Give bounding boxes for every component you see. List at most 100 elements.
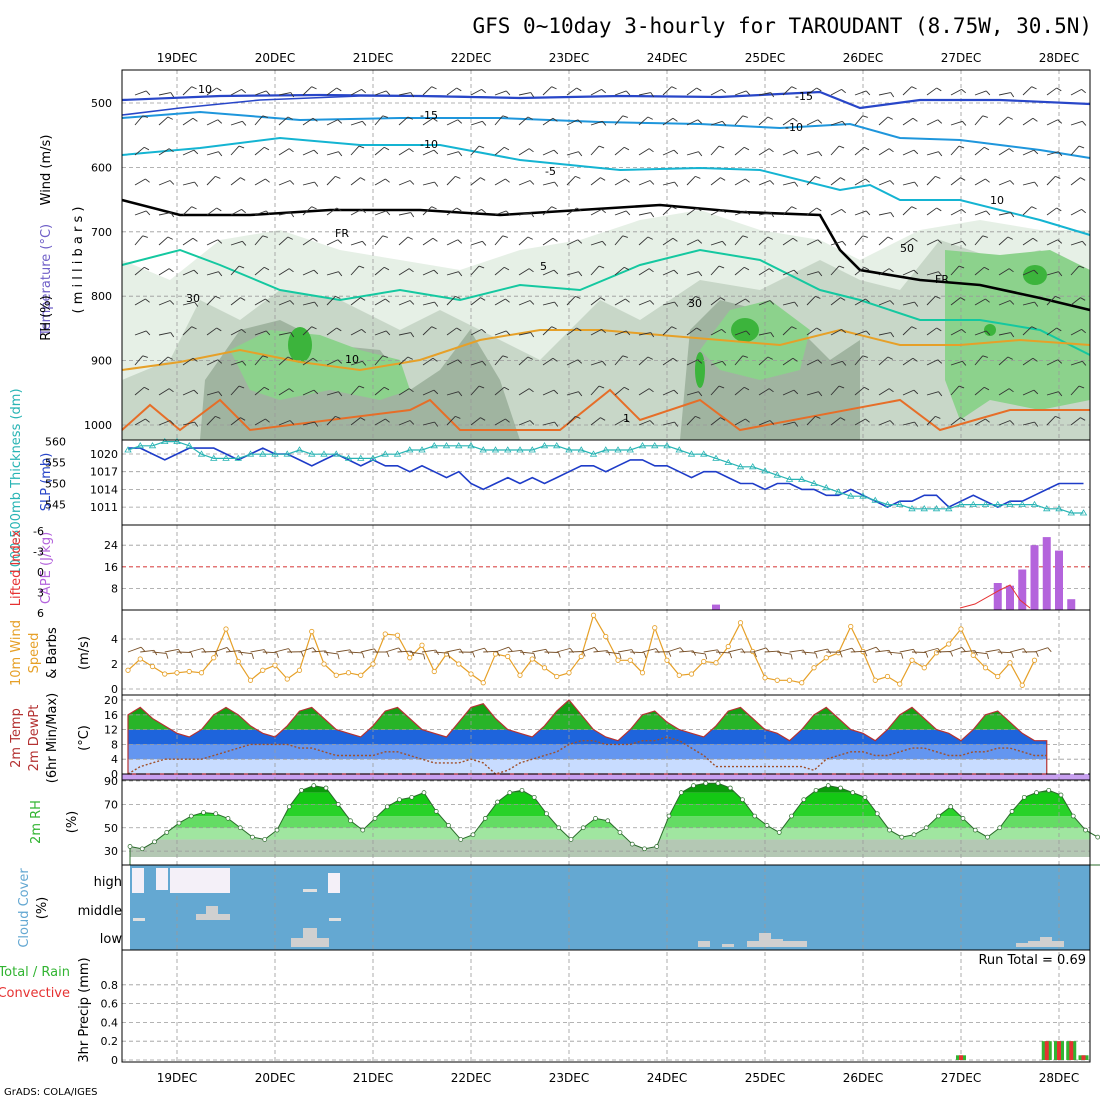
- contour-label: 5: [540, 260, 547, 273]
- wind-barb: [590, 360, 607, 366]
- cloud-background: [130, 865, 1090, 950]
- wind-barb: [1022, 389, 1039, 396]
- wind-barb: [158, 180, 175, 186]
- wind-barb: [950, 88, 966, 96]
- wind-barb: [158, 388, 174, 396]
- cloud-block: [698, 941, 710, 947]
- wind-barb: [1046, 87, 1062, 96]
- wind-barb: [973, 651, 989, 660]
- thickness-marker: [1079, 509, 1088, 516]
- wind-barb: [206, 151, 223, 157]
- thickness-marker: [859, 492, 867, 499]
- wind-barb: [590, 120, 607, 126]
- wind-barb: [350, 120, 367, 126]
- wind-barb: [950, 120, 967, 126]
- wind-barb: [998, 332, 1015, 338]
- wind-speed-marker: [566, 670, 572, 676]
- wind-barb: [878, 268, 894, 276]
- wind-barb: [806, 207, 822, 216]
- rh-marker: [323, 785, 329, 791]
- wind-barb: [374, 146, 390, 156]
- wind-barb: [581, 647, 599, 653]
- wind-barb: [710, 240, 727, 246]
- wind-barb: [686, 207, 702, 216]
- wind-barb: [446, 239, 463, 246]
- wind-barb: [806, 391, 823, 397]
- wind-barb: [638, 388, 654, 396]
- wind-barb: [158, 300, 175, 306]
- wind-barb: [998, 236, 1013, 246]
- wind-barb: [470, 417, 486, 426]
- wind-barb: [878, 332, 895, 338]
- wind-barb: [782, 237, 798, 246]
- wind-barb: [686, 295, 701, 306]
- rh-fill-green: [945, 250, 1090, 420]
- isotherm--10: [121, 110, 1091, 159]
- wind-barb: [206, 87, 222, 96]
- wind-barb: [758, 268, 774, 276]
- wind-barb: [782, 389, 799, 396]
- wind-barb: [974, 115, 988, 126]
- thickness-marker: [773, 471, 781, 478]
- thickness-marker: [1006, 500, 1014, 507]
- wind-barb: [374, 90, 391, 96]
- thickness-marker: [369, 454, 377, 461]
- wind-barb: [278, 268, 294, 276]
- wind-barb: [662, 301, 679, 307]
- wind-barb: [593, 650, 611, 656]
- wind-barb: [830, 328, 846, 336]
- panel-frame-slp: [121, 439, 1091, 526]
- rh-marker: [225, 816, 231, 821]
- temp-ytick-label: 16: [104, 709, 118, 722]
- wind-barb: [806, 151, 823, 157]
- wind-barb: [398, 116, 413, 126]
- thickness-marker: [577, 446, 585, 453]
- wind-speed-marker: [799, 680, 805, 686]
- wind-barb: [998, 148, 1014, 156]
- wind-barb: [542, 326, 557, 336]
- wind-barb: [686, 119, 703, 126]
- wind-barb: [630, 651, 647, 658]
- wind-barb: [854, 418, 870, 426]
- precip-ytick-label: 0.2: [101, 1035, 119, 1048]
- wind-ytick-label: 2: [111, 658, 118, 671]
- wind-barb: [710, 328, 726, 336]
- cape-ytick-right: 24: [104, 539, 118, 552]
- wind-barb: [1046, 271, 1063, 277]
- thickness-marker: [675, 446, 683, 453]
- thickness-marker: [418, 446, 426, 453]
- upper-ytick-label: 600: [91, 161, 112, 174]
- wind-barb: [350, 385, 365, 396]
- rh-marker: [740, 797, 745, 803]
- wind-barb: [974, 330, 991, 336]
- wind-barb: [686, 87, 702, 96]
- wind-barb: [686, 391, 703, 397]
- rh-marker: [715, 780, 721, 786]
- wind-barb: [326, 415, 341, 426]
- rh-marker: [201, 810, 206, 815]
- wind-speed-marker: [480, 680, 486, 686]
- wind-barb: [326, 151, 343, 157]
- rh-ylabel: 2m RH: [29, 800, 44, 844]
- wind-barb: [470, 297, 486, 306]
- wind-barb: [230, 240, 247, 246]
- wind-barb: [518, 212, 535, 218]
- chart-title: GFS 0~10day 3-hourly for TAROUDANT (8.75…: [472, 14, 1092, 38]
- wind-speed-marker: [247, 677, 254, 683]
- rh-marker: [188, 813, 194, 819]
- temp-band: [128, 744, 1047, 760]
- rh-marker: [642, 846, 647, 852]
- wind-speed-marker: [652, 625, 658, 631]
- wind-barb: [348, 651, 365, 659]
- thickness-marker: [295, 446, 304, 453]
- wind-barb: [134, 115, 148, 126]
- thickness-marker: [626, 446, 634, 453]
- wind-barb: [854, 355, 868, 366]
- date-label-bottom: 21DEC: [353, 1071, 393, 1085]
- rh-fill-green-core: [288, 327, 312, 363]
- thickness-marker: [932, 505, 941, 512]
- rh-marker: [311, 783, 317, 788]
- wind-barb: [158, 92, 175, 98]
- wind-barb: [614, 330, 631, 336]
- wind-barb: [230, 360, 247, 366]
